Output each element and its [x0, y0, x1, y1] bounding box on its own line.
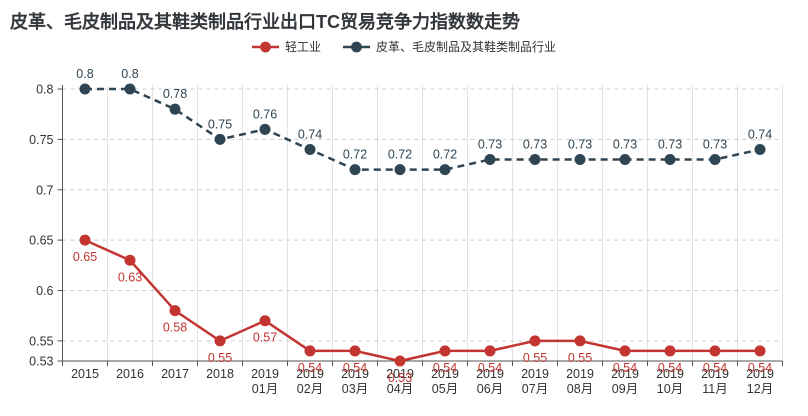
data-label: 0.54 [478, 361, 502, 375]
data-point[interactable] [754, 143, 766, 155]
data-point[interactable] [574, 154, 586, 166]
data-label: 0.54 [433, 361, 457, 375]
data-label: 0.54 [343, 361, 367, 375]
data-label: 0.73 [613, 138, 637, 152]
data-point[interactable] [79, 234, 91, 246]
data-label: 0.54 [748, 361, 772, 375]
data-point[interactable] [394, 355, 406, 367]
data-label: 0.74 [298, 127, 322, 141]
data-point[interactable] [619, 345, 631, 357]
data-label: 0.54 [703, 361, 727, 375]
data-label: 0.72 [433, 148, 457, 162]
data-label: 0.73 [703, 138, 727, 152]
y-tick-label: 0.8 [36, 83, 53, 97]
data-label: 0.72 [388, 148, 412, 162]
y-tick-label: 0.53 [29, 355, 53, 369]
legend-item-leather-industry[interactable]: 皮革、毛皮制品及其鞋类制品行业 [343, 38, 556, 55]
data-label: 0.58 [163, 321, 187, 335]
data-label: 0.54 [613, 361, 637, 375]
chart-title: 皮革、毛皮制品及其鞋类制品行业出口TC贸易竞争力指数数走势 [10, 12, 520, 32]
legend-label: 轻工业 [284, 40, 321, 54]
data-point[interactable] [754, 345, 766, 357]
data-point[interactable] [664, 154, 676, 166]
x-tick-label: 2019 01月 [251, 367, 279, 396]
data-point[interactable] [214, 133, 226, 145]
x-tick-label: 2019 02月 [296, 367, 324, 396]
x-tick-label: 2015 [71, 367, 99, 381]
x-tick-label: 2019 07月 [521, 367, 549, 396]
data-point[interactable] [619, 154, 631, 166]
data-point[interactable] [709, 154, 721, 166]
data-label: 0.76 [253, 107, 277, 121]
data-label: 0.73 [478, 138, 502, 152]
x-tick-label: 2019 10月 [656, 367, 684, 396]
data-point[interactable] [529, 335, 541, 347]
data-label: 0.73 [658, 138, 682, 152]
data-point[interactable] [304, 345, 316, 357]
y-tick-label: 0.65 [29, 234, 53, 248]
x-tick-label: 2019 06月 [476, 367, 504, 396]
data-point[interactable] [439, 345, 451, 357]
x-tick-label: 2018 [206, 367, 234, 381]
legend-label: 皮革、毛皮制品及其鞋类制品行业 [376, 40, 557, 54]
series-line-light-industry [84, 238, 760, 363]
data-point[interactable] [664, 345, 676, 357]
data-label: 0.73 [523, 138, 547, 152]
data-label: 0.54 [658, 361, 682, 375]
data-point[interactable] [304, 143, 316, 155]
data-label: 0.73 [568, 138, 592, 152]
x-tick-label: 2019 04月 [386, 367, 414, 396]
data-label: 0.8 [76, 67, 93, 81]
data-point[interactable] [574, 335, 586, 347]
data-label: 0.55 [523, 351, 547, 365]
y-tick-label: 0.55 [29, 334, 53, 348]
data-label: 0.8 [121, 67, 138, 81]
x-tick-label: 2019 08月 [566, 367, 594, 396]
legend: 轻工业 皮革、毛皮制品及其鞋类制品行业 [0, 38, 808, 55]
data-point[interactable] [349, 345, 361, 357]
data-point[interactable] [214, 335, 226, 347]
data-label: 0.74 [748, 127, 772, 141]
legend-item-light-industry[interactable]: 轻工业 [251, 38, 321, 55]
data-label: 0.57 [253, 331, 277, 345]
line-dot-marker-icon [343, 41, 370, 52]
x-tick-label: 2019 09月 [611, 367, 639, 396]
data-label: 0.75 [208, 117, 232, 131]
data-point[interactable] [124, 83, 136, 95]
data-point[interactable] [439, 164, 451, 176]
data-point[interactable] [709, 345, 721, 357]
data-point[interactable] [484, 345, 496, 357]
data-label: 0.55 [568, 351, 592, 365]
x-tick-label: 2019 03月 [341, 367, 369, 396]
data-point[interactable] [259, 315, 271, 327]
data-label: 0.55 [208, 351, 232, 365]
data-point[interactable] [124, 254, 136, 266]
data-label: 0.72 [343, 148, 367, 162]
data-point[interactable] [529, 154, 541, 166]
data-label: 0.53 [388, 371, 412, 385]
data-point[interactable] [259, 123, 271, 135]
x-tick-label: 2019 12月 [746, 367, 774, 396]
data-label: 0.78 [163, 87, 187, 101]
data-label: 0.54 [298, 361, 322, 375]
x-tick-label: 2016 [116, 367, 144, 381]
data-point[interactable] [169, 103, 181, 115]
line-dot-marker-icon [251, 41, 279, 52]
data-point[interactable] [169, 305, 181, 317]
data-label: 0.63 [118, 270, 142, 284]
data-point[interactable] [349, 164, 361, 176]
series-line-leather-industry [85, 87, 761, 171]
data-point[interactable] [394, 164, 406, 176]
y-tick-label: 0.6 [36, 284, 53, 298]
y-tick-label: 0.7 [36, 183, 53, 197]
x-tick-label: 2019 05月 [431, 367, 459, 396]
y-tick-label: 0.75 [29, 133, 53, 147]
x-tick-label: 2019 11月 [701, 367, 729, 396]
data-label: 0.65 [73, 250, 97, 264]
data-point[interactable] [79, 83, 91, 95]
data-point[interactable] [484, 154, 496, 166]
x-tick-label: 2017 [161, 367, 189, 381]
